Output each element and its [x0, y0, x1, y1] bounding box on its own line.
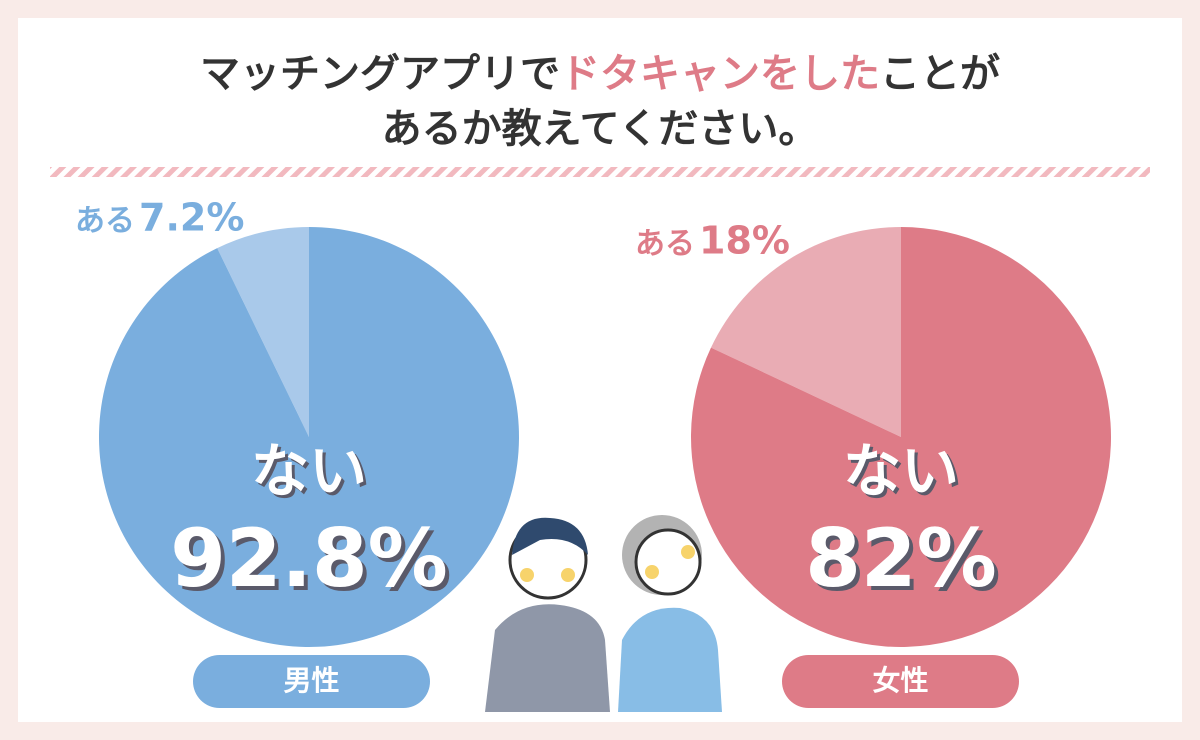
- divider: [50, 167, 1150, 177]
- outer-value-label: 18%: [699, 219, 790, 263]
- gender-label: 女性: [872, 664, 928, 697]
- inner-value-label: 82%: [805, 512, 996, 605]
- title-highlight: ドタキャンをした: [560, 51, 880, 97]
- pie-slice: [99, 227, 520, 647]
- title-part: マッチングアプリで: [200, 51, 560, 97]
- inner-category: ない: [254, 440, 370, 508]
- title-part: ことが: [880, 51, 1000, 97]
- gender-pill: [782, 655, 1019, 708]
- pie-slice: [217, 227, 309, 437]
- gender-label: 男性: [283, 664, 339, 697]
- outer-category: ある: [635, 227, 695, 262]
- outer-category: ある: [75, 204, 135, 239]
- inner-value-label: 92.8%: [170, 512, 448, 605]
- inner-category: ない: [846, 440, 962, 508]
- title-line-2: あるか教えてください。: [382, 106, 819, 152]
- inner-value-label: 92.8%: [174, 516, 452, 609]
- inner-value-label: 82%: [809, 516, 1000, 609]
- inner-category: ない: [843, 437, 959, 505]
- outer-value-label: 7.2%: [139, 196, 244, 240]
- inner-category: ない: [251, 437, 367, 505]
- pie-slice: [710, 227, 901, 437]
- gender-pill: [193, 655, 430, 708]
- title-line-1: マッチングアプリでドタキャンをしたことが: [200, 51, 1000, 97]
- illustration: [485, 515, 722, 712]
- pie-slice: [691, 227, 1111, 647]
